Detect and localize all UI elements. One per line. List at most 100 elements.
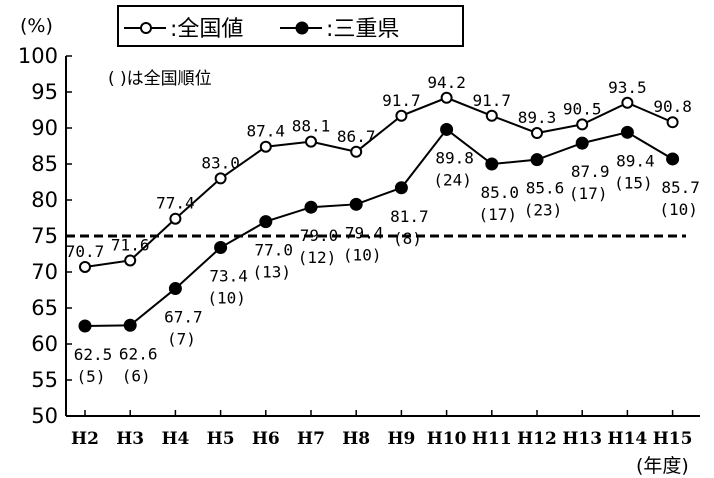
x-tick-label: H7 [297, 429, 325, 449]
rank-label-mie: (24) [433, 170, 472, 189]
x-tick-label: H10 [427, 429, 467, 449]
data-label-mie: 85.0 [481, 183, 520, 202]
data-label-national: 93.5 [608, 78, 647, 97]
data-label-national: 83.0 [201, 153, 240, 172]
rank-label-mie: (5) [77, 367, 106, 386]
data-point-national [395, 109, 408, 122]
data-label-mie: 67.7 [164, 308, 203, 327]
rank-label-mie: (13) [253, 263, 292, 282]
data-label-mie: 62.6 [119, 344, 158, 363]
y-tick-label: 100 [18, 44, 58, 68]
data-point-national [576, 118, 589, 131]
y-axis-ticks: 50 55 60 65 70 75 80 85 90 95 100 [18, 44, 72, 428]
x-tick-label: H13 [562, 429, 602, 449]
rank-label-mie: (23) [524, 201, 563, 220]
y-tick-label: 75 [31, 224, 58, 248]
series-group [78, 91, 680, 333]
rank-label-mie: (10) [659, 200, 698, 219]
data-label-national: 91.7 [382, 91, 421, 110]
data-label-national: 77.4 [156, 194, 195, 213]
data-point-national [531, 127, 543, 140]
data-label-mie: 73.4 [209, 267, 248, 286]
data-label-mie: 79.0 [300, 226, 339, 245]
data-label-national: 88.1 [292, 117, 331, 136]
rank-label-mie: (8) [393, 229, 422, 248]
legend-box [117, 5, 464, 47]
x-tick-label: H8 [342, 429, 370, 449]
data-point-national [440, 91, 453, 104]
data-point-mie [214, 241, 228, 255]
y-tick-label: 65 [31, 296, 58, 320]
y-axis-unit-label: (%) [20, 15, 53, 37]
x-axis-unit-label: (年度) [636, 455, 689, 477]
data-point-national [79, 260, 91, 273]
data-label-mie: 89.4 [616, 151, 655, 170]
series-line-national [84, 96, 673, 268]
data-label-mie: 85.6 [526, 179, 565, 198]
rank-label-mie: (6) [122, 366, 151, 385]
data-point-national [305, 135, 317, 148]
legend-marker-mie [295, 21, 309, 35]
y-tick-label: 70 [31, 260, 58, 284]
data-label-mie: 77.0 [255, 241, 294, 260]
data-label-mie: 62.5 [74, 345, 113, 364]
data-point-national [259, 140, 272, 153]
x-tick-label: H15 [653, 429, 693, 449]
data-point-mie [440, 122, 454, 136]
y-tick-label: 95 [31, 80, 58, 104]
data-point-national [169, 212, 182, 225]
x-tick-label: H6 [252, 429, 280, 449]
data-label-national: 86.7 [337, 127, 376, 146]
data-labels-group: 70.7 71.6 77.4 83.0 87.4 88.1 86.7 91.7 94.2 91.7… [66, 73, 700, 386]
legend-marker-national [140, 22, 152, 34]
y-tick-label: 50 [31, 404, 58, 428]
y-tick-label: 90 [31, 116, 58, 140]
series-line-mie [84, 128, 674, 327]
rank-label-mie: (17) [569, 184, 608, 203]
rank-label-mie: (15) [614, 173, 653, 192]
y-tick-label: 60 [31, 332, 58, 356]
x-tick-label: H3 [116, 429, 144, 449]
data-label-mie: 79.4 [345, 223, 384, 242]
data-point-mie [259, 215, 273, 229]
data-label-national: 91.7 [473, 91, 512, 110]
data-label-national: 70.7 [66, 242, 105, 261]
rank-note: ( )は全国順位 [108, 69, 212, 89]
x-tick-label: H2 [71, 429, 99, 449]
x-tick-label: H12 [517, 429, 557, 449]
data-point-mie [620, 125, 634, 139]
rank-label-mie: (7) [167, 330, 196, 349]
rank-label-mie: (10) [207, 289, 246, 308]
x-axis-ticks: H2 H3 H4 H5 H6 H7 H8 H9 H10 H11 H12 H13 H14 H15 [71, 410, 692, 449]
data-label-mie: 85.7 [661, 178, 700, 197]
data-point-mie [349, 197, 363, 211]
data-label-national: 90.5 [563, 99, 602, 118]
data-point-national [666, 116, 679, 129]
x-tick-label: H14 [608, 429, 648, 449]
data-label-mie: 89.8 [435, 148, 474, 167]
data-point-national [485, 109, 498, 122]
data-point-mie [168, 282, 182, 296]
data-label-national: 87.4 [247, 122, 286, 141]
data-point-mie [123, 318, 137, 332]
data-label-national: 89.3 [518, 108, 557, 127]
data-point-national [350, 145, 363, 158]
x-tick-label: H4 [161, 429, 189, 449]
data-point-mie [530, 153, 544, 167]
data-point-mie [78, 319, 92, 333]
data-point-mie [666, 152, 680, 166]
rank-label-mie: (17) [479, 205, 518, 224]
data-label-national: 71.6 [111, 235, 150, 254]
data-label-mie: 87.9 [571, 162, 610, 181]
y-tick-label: 85 [31, 152, 58, 176]
data-point-mie [394, 181, 408, 195]
data-label-national: 94.2 [427, 73, 466, 92]
y-tick-label: 55 [31, 368, 58, 392]
rank-label-mie: (12) [298, 248, 337, 267]
legend: :全国値 :三重県 [117, 5, 464, 47]
data-label-national: 90.8 [653, 97, 692, 116]
data-label-mie: 81.7 [390, 207, 429, 226]
y-tick-label: 80 [31, 188, 58, 212]
data-point-mie [485, 157, 499, 171]
legend-label-mie: :三重県 [326, 17, 399, 42]
